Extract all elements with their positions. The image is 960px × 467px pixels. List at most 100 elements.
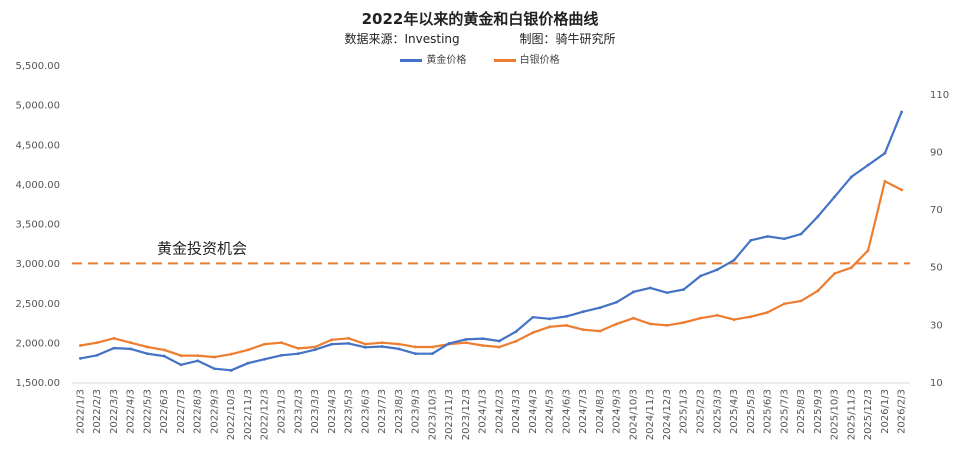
gold-price-line-point: [849, 175, 853, 179]
silver-price-line-point: [280, 341, 283, 345]
x-tick-label: 2025/7/3: [779, 389, 790, 434]
gold-price-line-point: [766, 234, 769, 238]
silver-price-line-point: [782, 302, 786, 306]
x-tick-label: 2025/5/3: [746, 389, 757, 434]
silver-price-line-point: [313, 345, 317, 349]
x-tick-label: 2024/2/3: [494, 389, 505, 434]
gold-price-line-point: [497, 339, 501, 343]
gold-price-line: [79, 110, 903, 372]
gold-price-line-point: [397, 347, 401, 351]
x-tick-label: 2022/10/3: [226, 389, 237, 440]
gold-price-line-point: [866, 163, 870, 167]
silver-price-line-point: [380, 341, 384, 345]
gold-price-line-point: [715, 268, 719, 272]
annotation-gold-opportunity: 黄金投资机会: [157, 239, 247, 257]
gold-price-line-point: [179, 363, 183, 367]
gold-price-line-point: [749, 238, 753, 242]
x-tick-label: 2022/5/3: [142, 389, 153, 434]
gold-price-line-point: [598, 306, 602, 310]
x-tick-label: 2022/1/3: [75, 389, 86, 434]
y-left-tick-label: 5,500.00: [15, 61, 60, 72]
y-left-tick-label: 5,000.00: [15, 101, 60, 112]
gold-price-line-point: [900, 110, 904, 114]
silver-price-line-point: [615, 322, 619, 326]
silver-price-line-point: [464, 341, 468, 345]
silver-price-line-point: [430, 345, 434, 349]
x-tick-label: 2025/9/3: [813, 389, 824, 434]
gold-price-line-point: [430, 352, 434, 356]
gold-price-line-point: [78, 357, 82, 360]
data-source-label: 数据来源：Investing: [344, 32, 460, 46]
y-right-tick-label: 90: [930, 147, 943, 158]
x-tick-label: 2024/1/3: [478, 389, 489, 434]
y-left-tick-label: 3,500.00: [15, 220, 60, 231]
x-tick-label: 2023/3/3: [310, 389, 321, 434]
legend-swatch-gold: [400, 58, 423, 62]
x-tick-label: 2022/3/3: [109, 389, 120, 434]
x-tick-label: 2024/4/3: [528, 389, 539, 434]
gold-price-line-point: [330, 342, 334, 346]
x-tick-label: 2026/1/3: [880, 389, 891, 434]
silver-price-line-point: [866, 249, 870, 252]
silver-price-line-point: [531, 331, 535, 334]
gold-price-line-point: [464, 338, 468, 341]
x-tick-label: 2025/1/3: [679, 389, 690, 434]
x-tick-label: 2025/10/3: [830, 389, 841, 440]
silver-price-line-point: [665, 323, 669, 327]
x-tick-label: 2024/12/3: [662, 389, 673, 440]
y-left-tick-label: 2,500.00: [15, 299, 60, 310]
chart-maker-label: 制图：骑牛研究所: [519, 32, 616, 46]
silver-price-line-point: [363, 342, 367, 346]
silver-price-line-point: [330, 338, 334, 342]
legend-label-gold: 黄金价格: [426, 55, 467, 66]
x-tick-label: 2024/11/3: [645, 389, 656, 440]
silver-price-line-point: [497, 345, 501, 349]
silver-price-line-point: [481, 344, 485, 347]
silver-price-line-point: [229, 352, 233, 356]
silver-price-line-point: [78, 344, 82, 347]
x-tick-label: 2024/6/3: [561, 389, 572, 434]
gold-price-line-point: [246, 361, 250, 365]
silver-price-line-point: [648, 322, 652, 326]
gold-price-line-point: [263, 357, 267, 361]
legend-item-silver: 白银价格: [493, 51, 560, 66]
y-right-tick-label: 50: [930, 263, 943, 274]
silver-price-line-point: [263, 342, 267, 346]
x-tick-label: 2025/3/3: [712, 389, 723, 434]
x-tick-label: 2024/10/3: [628, 389, 639, 440]
x-tick-label: 2022/9/3: [209, 389, 220, 434]
gold-price-line-point: [481, 337, 485, 341]
x-tick-label: 2022/4/3: [126, 389, 137, 434]
y-left-tick-label: 3,000.00: [15, 259, 60, 270]
silver-price-line-point: [749, 315, 753, 319]
chart-legend: 黄金价格 白银价格: [0, 51, 960, 66]
silver-price-line-point: [129, 341, 133, 345]
gold-price-line-point: [296, 352, 300, 356]
x-tick-label: 2023/2/3: [293, 389, 304, 434]
silver-price-line-point: [766, 310, 769, 314]
silver-price-line-point: [833, 272, 836, 275]
gold-price-line-point: [531, 315, 535, 319]
gold-price-line-point: [665, 291, 669, 295]
x-tick-label: 2023/1/3: [277, 389, 288, 434]
silver-price-line-point: [296, 347, 300, 350]
legend-label-silver: 白银价格: [519, 55, 560, 66]
x-tick-label: 2024/3/3: [511, 389, 522, 434]
silver-price-line-point: [900, 188, 904, 192]
gold-price-line-point: [447, 341, 451, 345]
x-tick-label: 2024/7/3: [578, 389, 589, 434]
gold-price-line-point: [615, 300, 619, 304]
gold-price-line-point: [732, 258, 736, 262]
silver-price-line-point: [246, 348, 250, 352]
silver-price-line-point: [799, 299, 803, 303]
gold-price-line-point: [129, 347, 133, 351]
gold-price-line-point: [581, 310, 585, 314]
gold-price-line-point: [347, 341, 350, 345]
silver-price-line-point: [95, 341, 99, 345]
gold-price-line-point: [162, 354, 166, 358]
gold-price-line-point: [196, 359, 200, 363]
x-tick-label: 2023/6/3: [360, 389, 371, 434]
silver-price-line-point: [581, 328, 585, 332]
silver-price-line-point: [514, 339, 518, 343]
